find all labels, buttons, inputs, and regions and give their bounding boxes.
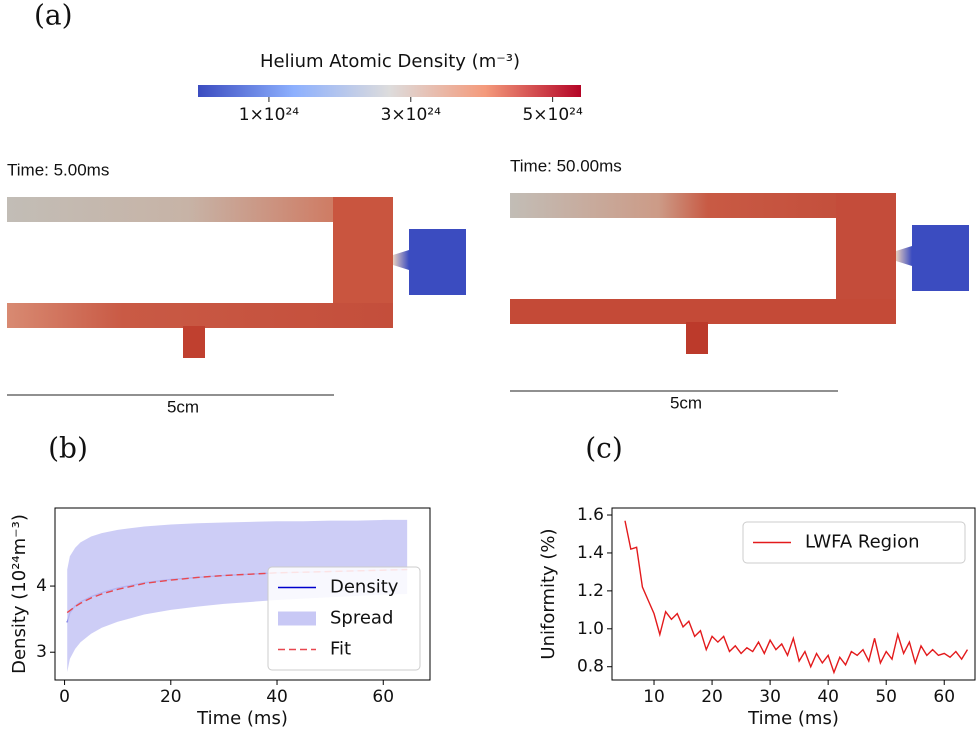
panel-label: (c) — [585, 432, 623, 465]
spread-band — [67, 519, 408, 673]
legend-label: Density — [330, 577, 399, 598]
x-tick-label: 20 — [160, 687, 182, 707]
panel-label: (a) — [34, 0, 73, 32]
x-tick-label: 60 — [372, 687, 394, 707]
y-tick-label: 1.0 — [577, 619, 604, 639]
lower-arm — [510, 299, 896, 324]
simulation-left: Time: 5.00ms 5cm — [7, 160, 466, 416]
upper-arm — [7, 197, 337, 222]
chamber — [912, 225, 969, 291]
y-tick-label: 1.2 — [577, 581, 604, 601]
x-axis-label: Time (ms) — [196, 708, 288, 729]
x-tick-label: 40 — [817, 687, 839, 707]
legend-label: Spread — [330, 608, 393, 629]
x-tick-label: 20 — [701, 687, 723, 707]
x-tick-label: 10 — [643, 687, 665, 707]
series-line — [624, 520, 969, 675]
outlet — [686, 322, 708, 354]
x-tick-label: 0 — [59, 687, 70, 707]
colorbar-tick-label: 3×10²⁴ — [381, 105, 442, 125]
scale-label: 5cm — [670, 393, 702, 412]
colorbar-tick-label: 1×10²⁴ — [239, 105, 300, 125]
time-label: Time: 50.00ms — [510, 156, 622, 175]
lower-arm — [7, 303, 393, 328]
colorbar-title: Helium Atomic Density (m⁻³) — [260, 51, 520, 72]
legend-box — [267, 566, 421, 671]
legend-swatch — [278, 611, 316, 626]
colorbar-tick-label: 5×10²⁴ — [522, 105, 583, 125]
time-label: Time: 5.00ms — [7, 160, 109, 179]
x-axis-label: Time (ms) — [747, 708, 839, 729]
y-axis-label: Uniformity (%) — [538, 528, 559, 659]
y-tick-label: 1.6 — [577, 505, 604, 525]
legend-label: LWFA Region — [805, 532, 920, 553]
legend-box — [742, 521, 966, 564]
scale-label: 5cm — [167, 397, 199, 416]
axes-frame — [611, 507, 976, 681]
upper-arm — [510, 193, 840, 218]
simulation-right: Time: 50.00ms 5cm — [510, 156, 969, 412]
legend-label: Fit — [330, 639, 351, 660]
panel-label: (b) — [48, 432, 88, 465]
y-tick-label: 3 — [36, 642, 47, 662]
colorbar — [198, 85, 581, 97]
y-axis-label: Density (10²⁴m⁻³) — [9, 514, 30, 674]
x-tick-label: 60 — [933, 687, 955, 707]
nozzle — [896, 246, 912, 266]
x-tick-label: 50 — [875, 687, 897, 707]
chamber — [409, 229, 466, 295]
axes-frame — [54, 507, 431, 681]
nozzle — [393, 250, 409, 270]
y-tick-label: 0.8 — [577, 657, 604, 677]
x-tick-label: 40 — [266, 687, 288, 707]
outlet — [183, 326, 205, 358]
y-tick-label: 1.4 — [577, 543, 604, 563]
series-line — [66, 568, 408, 614]
y-tick-label: 4 — [36, 576, 47, 596]
x-tick-label: 30 — [759, 687, 781, 707]
